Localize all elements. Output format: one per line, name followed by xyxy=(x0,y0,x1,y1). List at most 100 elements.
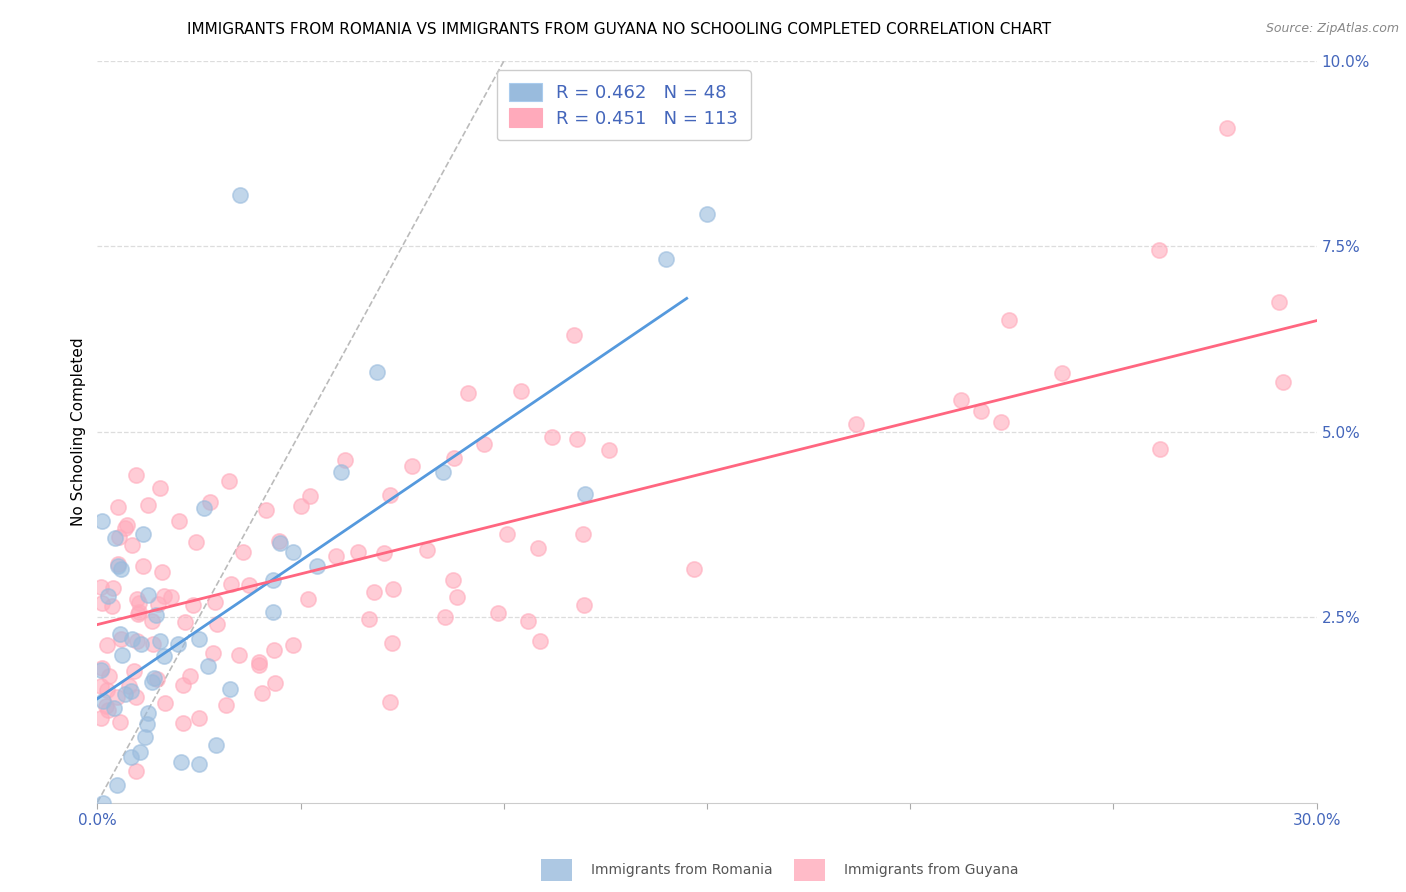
Point xyxy=(333,453,356,467)
Point xyxy=(181,598,204,612)
Point xyxy=(263,643,285,657)
Point xyxy=(120,749,142,764)
Point xyxy=(125,764,148,779)
Point xyxy=(598,442,620,457)
Point xyxy=(107,500,129,514)
Point xyxy=(269,536,291,550)
Point xyxy=(141,675,163,690)
Point xyxy=(184,535,207,549)
Point xyxy=(330,465,353,479)
Point xyxy=(90,711,112,725)
Point xyxy=(290,499,312,513)
Point xyxy=(121,632,143,647)
Point xyxy=(96,683,118,698)
Point xyxy=(110,627,132,641)
Point xyxy=(363,584,385,599)
Point xyxy=(1050,366,1073,380)
Point xyxy=(572,599,595,613)
Point xyxy=(110,562,132,576)
Point xyxy=(205,738,228,752)
Point xyxy=(486,606,509,620)
Point xyxy=(122,665,145,679)
Point xyxy=(148,634,170,648)
Point xyxy=(845,417,868,432)
Point xyxy=(101,599,124,614)
Point xyxy=(90,663,112,677)
Point xyxy=(250,686,273,700)
Point xyxy=(380,488,402,502)
Point xyxy=(128,605,150,619)
Point xyxy=(298,489,321,503)
Point xyxy=(366,365,388,379)
Point xyxy=(187,711,209,725)
Text: Source: ZipAtlas.com: Source: ZipAtlas.com xyxy=(1265,22,1399,36)
Point xyxy=(125,690,148,705)
Point xyxy=(97,669,120,683)
Point xyxy=(91,596,114,610)
Point xyxy=(136,588,159,602)
Point xyxy=(128,745,150,759)
Point xyxy=(105,778,128,792)
Point xyxy=(683,562,706,576)
Point xyxy=(107,557,129,571)
Point xyxy=(118,679,141,693)
Point xyxy=(169,755,191,769)
Point xyxy=(125,468,148,483)
Point xyxy=(132,558,155,573)
Text: IMMIGRANTS FROM ROMANIA VS IMMIGRANTS FROM GUYANA NO SCHOOLING COMPLETED CORRELA: IMMIGRANTS FROM ROMANIA VS IMMIGRANTS FR… xyxy=(187,22,1050,37)
Point xyxy=(990,415,1012,429)
Point xyxy=(432,466,454,480)
Point xyxy=(134,730,156,744)
Point xyxy=(205,617,228,632)
Point xyxy=(97,589,120,603)
Point xyxy=(141,614,163,628)
Point xyxy=(179,669,201,683)
Point xyxy=(193,501,215,516)
Point xyxy=(91,796,114,810)
Point xyxy=(97,703,120,717)
Point xyxy=(108,530,131,544)
Point xyxy=(127,634,149,648)
Point xyxy=(136,499,159,513)
Point xyxy=(297,591,319,606)
Point xyxy=(441,573,464,587)
Point xyxy=(142,637,165,651)
Point xyxy=(1147,243,1170,257)
Point xyxy=(373,546,395,560)
Point xyxy=(173,615,195,629)
Point xyxy=(218,474,240,488)
Point xyxy=(970,403,993,417)
Point xyxy=(540,430,562,444)
Point xyxy=(167,637,190,651)
Point xyxy=(1271,375,1294,389)
Point xyxy=(380,695,402,709)
Point xyxy=(281,639,304,653)
Point xyxy=(446,590,468,604)
Point xyxy=(172,678,194,692)
Point xyxy=(247,658,270,673)
Point xyxy=(1268,295,1291,310)
Point xyxy=(187,757,209,772)
Point xyxy=(269,534,291,549)
Point xyxy=(104,531,127,545)
Point xyxy=(215,698,238,713)
Point xyxy=(172,715,194,730)
Point xyxy=(91,694,114,708)
Point xyxy=(696,206,718,220)
Point xyxy=(110,632,132,647)
Point xyxy=(145,607,167,622)
Point xyxy=(150,565,173,579)
Point xyxy=(997,313,1019,327)
Point xyxy=(91,661,114,675)
Point xyxy=(472,436,495,450)
Point xyxy=(496,526,519,541)
Point xyxy=(1149,442,1171,456)
Point xyxy=(197,658,219,673)
Point xyxy=(202,647,225,661)
Point xyxy=(96,638,118,652)
Point xyxy=(283,544,305,558)
Point xyxy=(114,687,136,701)
Point xyxy=(146,597,169,611)
Point xyxy=(263,676,285,690)
Text: Immigrants from Romania: Immigrants from Romania xyxy=(591,863,772,877)
